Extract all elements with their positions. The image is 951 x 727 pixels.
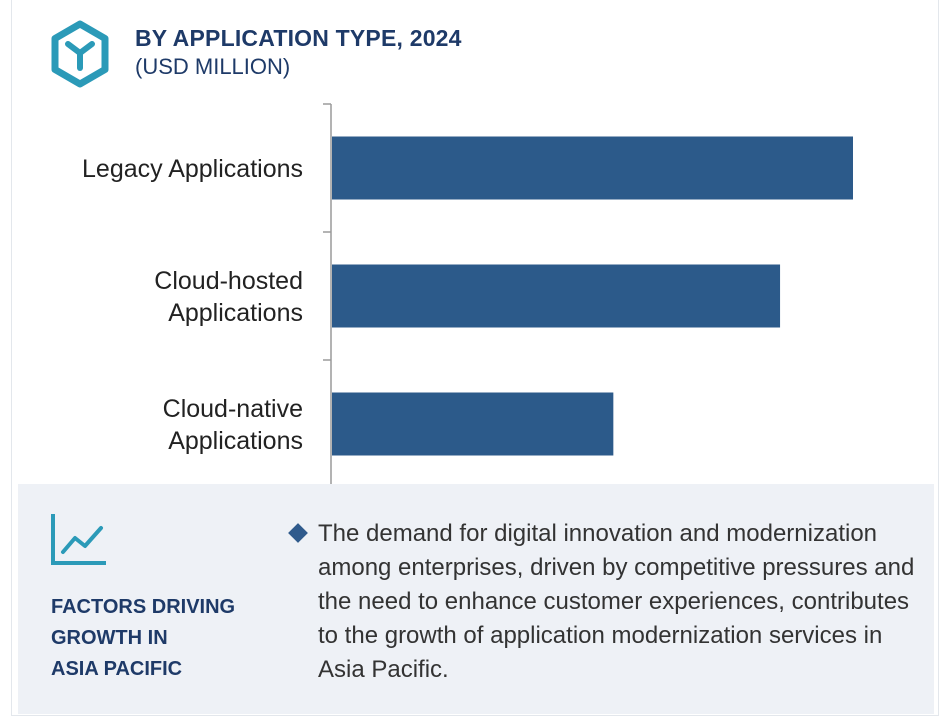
bar <box>332 392 614 456</box>
cube-y-icon <box>51 20 109 88</box>
growth-factors-panel: FACTORS DRIVING GROWTH IN ASIA PACIFIC T… <box>18 484 934 714</box>
factors-heading: FACTORS DRIVING GROWTH IN ASIA PACIFIC <box>51 596 236 680</box>
category-label: Legacy Applications <box>82 155 303 183</box>
diamond-bullet-icon <box>288 523 308 543</box>
trend-line-icon <box>51 514 106 565</box>
factor-text: The demand for digital innovation and mo… <box>318 520 915 683</box>
chart-title: BY APPLICATION TYPE, 2024 <box>135 25 462 51</box>
bar-chart: Legacy Applications Cloud-hosted Applicati… <box>82 103 853 489</box>
chart-subtitle: (USD MILLION) <box>135 54 291 79</box>
category-label: Cloud-native Applications <box>163 395 303 455</box>
bar <box>332 136 853 200</box>
bar <box>332 264 781 328</box>
category-label: Cloud-hosted Applications <box>154 267 303 327</box>
